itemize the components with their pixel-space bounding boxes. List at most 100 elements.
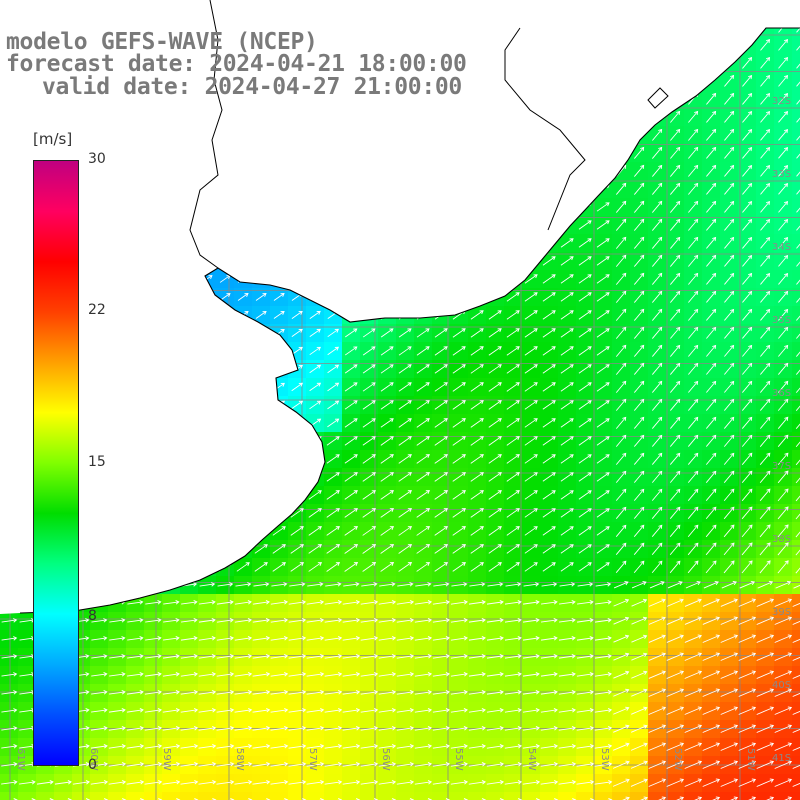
wind-arrow xyxy=(742,380,753,393)
wind-arrow xyxy=(723,434,735,447)
wind-arrow xyxy=(360,635,379,641)
wind-arrow xyxy=(576,761,595,767)
wind-arrow xyxy=(739,580,756,589)
wind-arrow xyxy=(738,760,757,769)
wind-arrow xyxy=(756,706,775,715)
wind-arrow xyxy=(342,761,361,767)
wind-arrow xyxy=(778,111,789,123)
wind-arrow xyxy=(396,671,415,677)
wind-arrow xyxy=(724,236,735,249)
wind-arrow xyxy=(596,472,610,482)
wind-arrow xyxy=(434,544,449,554)
wind-arrow xyxy=(434,454,448,464)
wind-arrow xyxy=(670,380,681,393)
wind-arrow xyxy=(163,636,180,641)
coastline xyxy=(19,0,800,614)
wind-arrow xyxy=(648,616,666,625)
wind-arrow xyxy=(702,760,721,769)
wind-arrow xyxy=(651,560,663,574)
wind-arrow xyxy=(778,183,789,195)
wind-arrow xyxy=(792,656,800,661)
wind-arrow xyxy=(252,653,271,659)
wind-arrow xyxy=(380,400,394,410)
wind-arrow xyxy=(576,636,594,641)
wind-arrow xyxy=(652,128,663,141)
wind-arrow xyxy=(720,742,739,751)
wind-arrow xyxy=(506,364,520,374)
wind-arrow xyxy=(738,724,757,733)
wind-arrow xyxy=(631,652,648,661)
wind-arrow xyxy=(524,544,538,554)
wind-arrow xyxy=(705,560,717,574)
wind-arrow xyxy=(504,654,522,659)
wind-arrow xyxy=(756,742,775,751)
wind-arrow xyxy=(777,488,789,502)
wind-arrow xyxy=(651,254,663,267)
wind-arrow xyxy=(560,490,574,500)
wind-arrow xyxy=(596,310,610,320)
wind-arrow xyxy=(342,617,361,623)
wind-arrow xyxy=(560,526,574,536)
wind-arrow xyxy=(19,780,36,785)
wind-arrow xyxy=(255,293,267,301)
wind-arrow xyxy=(288,617,307,623)
wind-arrow xyxy=(270,653,289,659)
wind-arrow xyxy=(666,760,685,769)
wind-arrow xyxy=(396,707,415,713)
wind-arrow xyxy=(578,544,592,554)
wind-arrow xyxy=(432,618,450,623)
wind-arrow xyxy=(720,634,739,643)
wind-arrow xyxy=(234,618,252,623)
wind-arrow xyxy=(705,434,717,447)
wind-arrow xyxy=(576,743,595,749)
wind-arrow xyxy=(759,524,771,538)
wind-arrow xyxy=(706,380,717,393)
wind-arrow xyxy=(705,542,717,556)
wind-arrow xyxy=(342,653,361,659)
wind-arrow xyxy=(724,164,735,177)
wind-arrow xyxy=(270,599,289,605)
wind-arrow xyxy=(309,310,321,319)
wind-arrow xyxy=(687,542,699,556)
wind-arrow xyxy=(778,93,789,105)
wind-arrow xyxy=(344,508,358,518)
wind-arrow xyxy=(706,236,717,249)
wind-arrow xyxy=(558,725,577,731)
wind-arrow xyxy=(651,506,663,519)
wind-arrow xyxy=(362,490,376,500)
wind-arrow xyxy=(759,398,771,411)
wind-arrow xyxy=(613,724,630,733)
wind-arrow xyxy=(723,524,735,538)
wind-arrow xyxy=(777,506,789,520)
wind-arrow xyxy=(724,110,735,123)
wind-arrow xyxy=(379,582,396,587)
wind-arrow xyxy=(760,164,771,177)
wind-arrow xyxy=(360,743,379,749)
wind-arrow xyxy=(272,526,286,536)
wind-arrow xyxy=(344,400,358,410)
wind-arrow xyxy=(522,654,540,659)
wind-arrow xyxy=(594,689,613,695)
wind-arrow xyxy=(796,333,800,339)
wind-arrow xyxy=(506,328,520,338)
wind-arrow xyxy=(273,293,285,301)
wind-arrow xyxy=(432,708,450,713)
wind-arrow xyxy=(180,779,199,785)
wind-arrow xyxy=(216,743,235,749)
wind-arrow xyxy=(380,454,394,464)
wind-arrow xyxy=(522,600,540,605)
wind-arrow xyxy=(724,326,735,339)
wind-arrow xyxy=(778,129,789,141)
wind-arrow xyxy=(793,584,800,589)
wind-arrow xyxy=(724,344,735,357)
wind-arrow xyxy=(1,636,18,641)
wind-arrow xyxy=(468,690,486,695)
lat-label: 40S xyxy=(772,680,791,691)
wind-arrow xyxy=(398,328,412,338)
wind-arrow xyxy=(162,707,181,713)
wind-arrow xyxy=(669,470,681,483)
wind-arrow xyxy=(216,636,234,641)
wind-arrow xyxy=(596,364,610,374)
wind-arrow xyxy=(633,164,645,177)
wind-arrow xyxy=(670,110,681,123)
